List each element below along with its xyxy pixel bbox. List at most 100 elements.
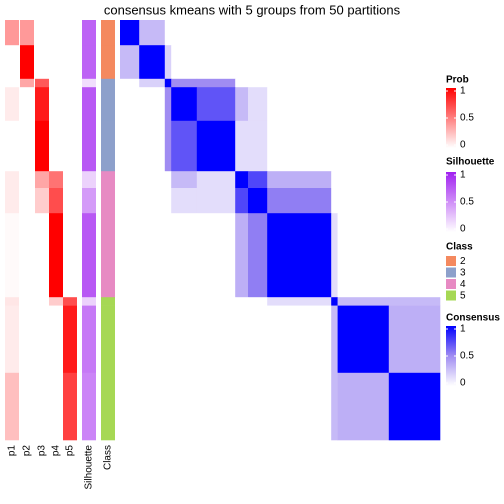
consensus-cell [171,213,198,298]
chart-title: consensus kmeans with 5 groups from 50 p… [104,2,401,17]
prob-cell [5,171,19,189]
prob-cell [5,78,19,88]
prob-cell [35,188,49,214]
legend-bar [446,88,456,148]
consensus-cell [164,20,172,46]
consensus-cell [267,297,332,306]
consensus-cell [171,297,198,306]
consensus-cell [120,78,140,88]
prob-cell [35,20,49,46]
silhouette-cell [82,213,96,298]
consensus-cell [196,372,236,441]
prob-cell [35,297,49,306]
legend-title: Class [446,242,473,253]
consensus-cell [248,45,268,80]
silhouette-cell [82,20,96,46]
consensus-cell [139,45,166,80]
prob-cell [63,372,77,441]
legend-label: 5 [460,291,466,302]
prob-cell [5,213,19,298]
prob-cell [49,78,63,88]
class-cell [101,78,115,88]
consensus-cell [120,305,140,374]
consensus-cell [248,20,268,46]
consensus-cell [388,87,441,122]
prob-cell [49,372,63,441]
consensus-cell [171,78,198,88]
column-label: p4 [51,445,62,457]
consensus-cell [164,78,172,88]
consensus-cell [196,20,236,46]
column-label: p1 [7,445,18,457]
prob-cell [49,45,63,80]
consensus-cell [248,297,268,306]
consensus-cell [388,171,441,189]
consensus-cell [164,87,172,122]
prob-cell [35,171,49,189]
prob-cell [63,171,77,189]
consensus-cell [164,297,172,306]
prob-cell [5,45,19,80]
prob-cell [49,87,63,122]
consensus-cell [267,78,332,88]
legend-tick-label: 1 [460,86,466,97]
consensus-cell [337,305,390,374]
column-label: p5 [65,445,76,457]
consensus-cell [196,297,236,306]
column-label: Silhouette [84,445,95,490]
prob-cell [49,188,63,214]
consensus-cell [248,188,268,214]
consensus-cell [164,188,172,214]
consensus-cell [139,171,166,189]
class-cell [101,20,115,46]
consensus-cell [171,372,198,441]
prob-cell [63,45,77,80]
consensus-cell [331,87,338,122]
consensus-cell [267,120,332,172]
consensus-cell [139,372,166,441]
consensus-cell [337,78,390,88]
consensus-cell [235,120,249,172]
consensus-cell [388,213,441,298]
consensus-cell [388,372,441,441]
legend-label: 2 [460,256,466,267]
consensus-cell [120,171,140,189]
consensus-cell [120,188,140,214]
silhouette-cell [82,188,96,214]
consensus-cell [337,87,390,122]
consensus-cell [235,171,249,189]
silhouette-cell [82,87,96,122]
consensus-cell [235,213,249,298]
consensus-cell [337,120,390,172]
class-cell [101,305,115,374]
silhouette-cell [82,45,96,80]
prob-cell [49,120,63,172]
consensus-cell [235,45,249,80]
legend-bar [446,326,456,386]
legend-swatch [446,267,456,278]
consensus-cell [248,171,268,189]
consensus-cell [196,120,236,172]
prob-cell [35,45,49,80]
column-label: p3 [37,445,48,457]
consensus-cell [331,78,338,88]
legend-tick-label: 0.5 [460,351,474,362]
prob-cell [49,305,63,374]
class-cell [101,372,115,441]
prob-cell [5,297,19,306]
prob-cell [20,171,34,189]
legend-tick-label: 1 [460,324,466,335]
consensus-cell [139,297,166,306]
consensus-cell [139,20,166,46]
legend-label: 3 [460,268,466,279]
prob-cell [35,87,49,122]
silhouette-cell [82,297,96,306]
prob-cell [63,87,77,122]
consensus-cell [337,188,390,214]
legend-tick-label: 0.5 [460,197,474,208]
consensus-cell [164,305,172,374]
legend-bar [446,172,456,232]
consensus-cell [139,78,166,88]
consensus-cell [248,213,268,298]
consensus-cell [331,305,338,374]
